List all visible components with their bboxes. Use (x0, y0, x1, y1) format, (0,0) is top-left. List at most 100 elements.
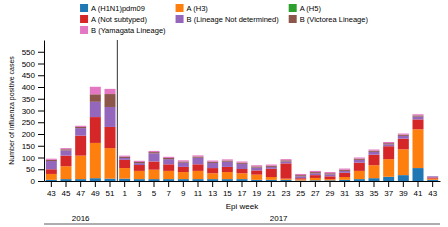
tick-mark (38, 64, 44, 65)
tick: 9 (181, 181, 186, 198)
tick-mark (330, 181, 331, 187)
tick-label: 45 (62, 189, 71, 198)
bar-segment (281, 159, 292, 160)
bar-segment (295, 179, 306, 180)
tick-mark (212, 181, 213, 187)
bar-segment (325, 179, 336, 180)
tick: 350 (22, 95, 44, 104)
bar-segment (383, 144, 394, 146)
bar-segment (398, 175, 409, 181)
bar-segment (163, 159, 174, 164)
tick-mark (95, 181, 96, 187)
tick-label: 31 (340, 189, 349, 198)
bar-segment (354, 160, 365, 163)
bar-segment (61, 149, 72, 150)
tick: 13 (208, 181, 217, 198)
legend-item: B (Lineage Not determined) (176, 15, 280, 24)
tick-label: 3 (137, 189, 142, 198)
tick: 33 (355, 181, 364, 198)
bar-segment (105, 179, 116, 181)
bar-segment (207, 162, 218, 163)
tick-label: 33 (355, 189, 364, 198)
bar-segment (149, 153, 160, 161)
bar-segment (90, 94, 101, 102)
tick-label: 13 (208, 189, 217, 198)
bar-segment (193, 155, 204, 156)
bar-segment (383, 159, 394, 177)
tick-label: 39 (399, 189, 408, 198)
bar-segment (413, 114, 424, 115)
bar-segment (46, 174, 57, 180)
tick-label: 15 (223, 189, 232, 198)
tick-mark (432, 181, 433, 187)
bar-segment (90, 87, 101, 95)
bar-segment (222, 167, 233, 172)
bar-segment (427, 177, 438, 178)
bar-segment (383, 177, 394, 181)
tick-label: 7 (166, 189, 171, 198)
legend-swatch (289, 4, 297, 12)
bar-segment (134, 179, 145, 181)
bar-segment (149, 152, 160, 153)
legend-item: A (H5) (289, 4, 322, 13)
bar-segment (119, 168, 130, 179)
bar-segment (237, 163, 248, 164)
tick: 300 (22, 107, 44, 116)
tick-mark (38, 75, 44, 76)
tick: 43 (428, 181, 437, 198)
tick-mark (38, 87, 44, 88)
bar-segment (90, 117, 101, 143)
tick-mark (374, 181, 375, 187)
tick: 19 (252, 181, 261, 198)
tick-mark (227, 181, 228, 187)
tick: 500 (22, 60, 44, 69)
tick: 5 (152, 181, 157, 198)
tick-label: 49 (91, 189, 100, 198)
tick-label: 500 (22, 60, 36, 69)
tick: 11 (194, 181, 203, 198)
bar-segment (61, 179, 72, 181)
tick-label: 19 (252, 189, 261, 198)
bar-segment (134, 163, 145, 165)
bar-segment (310, 172, 321, 173)
bar-segment (207, 173, 218, 179)
tick: 7 (166, 181, 171, 198)
tick-mark (38, 134, 44, 135)
bar-segment (339, 180, 350, 181)
x-axis: 4345474951135791113151719212325272931333… (45, 181, 441, 198)
bar-segment (207, 163, 218, 168)
bar-segment (325, 176, 336, 179)
legend-label: B (Lineage Not determined) (187, 15, 280, 24)
bar-segment (295, 178, 306, 179)
tick-label: 29 (326, 189, 335, 198)
tick-mark (51, 181, 52, 187)
tick-mark (154, 181, 155, 187)
tick-mark (38, 181, 44, 182)
tick-label: 21 (267, 189, 276, 198)
tick-label: 300 (22, 107, 36, 116)
bar-segment (413, 129, 424, 168)
bar-segment (354, 158, 365, 159)
series (46, 102, 438, 178)
bar-segment (427, 179, 438, 180)
bar-segment (46, 180, 57, 181)
year-rule (44, 224, 440, 225)
tick-label: 400 (22, 83, 36, 92)
bar-segment (398, 139, 409, 150)
bar-segment (119, 160, 130, 168)
tick-label: 27 (311, 189, 320, 198)
bar-segment (90, 178, 101, 181)
bar-segment (207, 168, 218, 173)
bar-segment (266, 165, 277, 166)
tick: 31 (340, 181, 349, 198)
bar-segment (354, 163, 365, 171)
bar-segment (310, 175, 321, 178)
bar-segment (369, 178, 380, 181)
tick-label: 100 (22, 154, 36, 163)
tick: 37 (384, 181, 393, 198)
tick: 450 (22, 71, 44, 80)
plot-area: 0501001502002503003504004505005504345474… (22, 40, 441, 198)
y-axis: 050100150200250300350400450500550 (22, 41, 45, 187)
tick-label: 200 (22, 130, 36, 139)
tick: 51 (106, 181, 115, 198)
